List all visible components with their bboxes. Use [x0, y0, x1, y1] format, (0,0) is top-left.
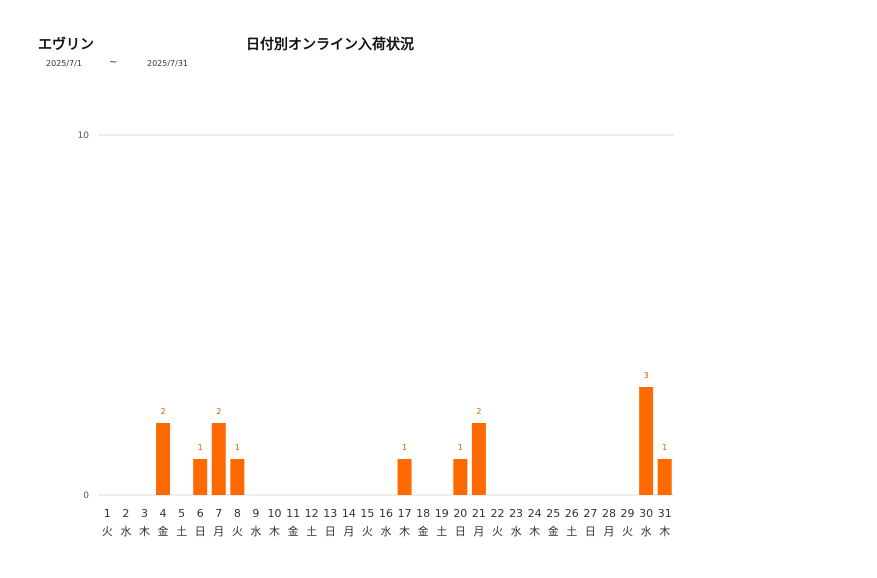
bar-31 — [657, 459, 672, 495]
x-weekday-label: 火 — [362, 525, 373, 538]
x-weekday-label: 金 — [548, 524, 559, 538]
x-weekday-label: 土 — [306, 525, 317, 538]
y-tick-label: 10 — [78, 131, 90, 141]
x-weekday-label: 水 — [250, 525, 261, 538]
x-tick-label: 30 — [639, 507, 653, 520]
x-tick-label: 5 — [178, 507, 185, 520]
x-tick-label: 19 — [435, 507, 449, 520]
x-weekday-label: 火 — [102, 525, 113, 538]
x-weekday-label: 火 — [492, 525, 503, 538]
x-tick-label: 17 — [398, 507, 412, 520]
x-tick-label: 21 — [472, 507, 486, 520]
x-weekday-label: 木 — [529, 525, 540, 538]
x-tick-label: 9 — [252, 507, 259, 520]
x-tick-label: 14 — [342, 507, 356, 520]
bar-20 — [453, 459, 468, 495]
data-label: 1 — [235, 443, 240, 452]
date-separator: ~ — [109, 57, 118, 68]
x-weekday-label: 日 — [585, 525, 596, 538]
x-tick-label: 23 — [509, 507, 523, 520]
x-tick-label: 16 — [379, 507, 393, 520]
data-label: 2 — [160, 407, 165, 416]
x-tick-label: 27 — [583, 507, 597, 520]
x-tick-label: 3 — [141, 507, 148, 520]
data-label: 1 — [402, 443, 407, 452]
data-label: 1 — [662, 443, 667, 452]
x-weekday-label: 土 — [566, 525, 577, 538]
x-weekday-label: 水 — [641, 525, 652, 538]
bar-4 — [156, 423, 171, 495]
x-weekday-label: 木 — [269, 525, 280, 538]
x-weekday-label: 日 — [195, 525, 206, 538]
chart-title: 日付別オンライン入荷状況 — [246, 37, 414, 53]
x-weekday-label: 金 — [288, 524, 299, 538]
x-tick-label: 29 — [621, 507, 635, 520]
x-weekday-label: 月 — [343, 525, 354, 538]
x-weekday-label: 火 — [622, 525, 633, 538]
shop-name: エヴリン — [38, 37, 94, 53]
x-tick-label: 4 — [160, 507, 167, 520]
y-tick-label: 0 — [83, 491, 89, 501]
x-tick-label: 20 — [453, 507, 467, 520]
bar-8 — [230, 459, 245, 495]
data-label: 1 — [198, 443, 203, 452]
x-weekday-label: 木 — [659, 525, 670, 538]
x-weekday-label: 月 — [473, 525, 484, 538]
x-tick-label: 1 — [104, 507, 111, 520]
x-tick-label: 28 — [602, 507, 616, 520]
x-tick-label: 11 — [286, 507, 300, 520]
bar-30 — [639, 387, 654, 495]
x-weekday-label: 月 — [213, 525, 224, 538]
x-weekday-label: 土 — [436, 525, 447, 538]
x-weekday-label: 土 — [176, 525, 187, 538]
x-tick-label: 24 — [528, 507, 542, 520]
x-tick-label: 13 — [323, 507, 337, 520]
x-weekday-label: 日 — [325, 525, 336, 538]
x-weekday-label: 木 — [139, 525, 150, 538]
x-tick-label: 6 — [197, 507, 204, 520]
date-from: 2025/7/1 — [46, 59, 82, 68]
x-weekday-label: 木 — [399, 525, 410, 538]
x-weekday-label: 金 — [158, 524, 169, 538]
x-tick-label: 2 — [122, 507, 129, 520]
bar-17 — [397, 459, 412, 495]
date-to: 2025/7/31 — [147, 59, 189, 68]
x-tick-label: 26 — [565, 507, 579, 520]
x-tick-label: 25 — [546, 507, 560, 520]
x-tick-label: 18 — [416, 507, 430, 520]
x-weekday-label: 水 — [381, 525, 392, 538]
data-label: 2 — [476, 407, 481, 416]
x-weekday-label: 金 — [418, 524, 429, 538]
x-weekday-label: 日 — [455, 525, 466, 538]
bar-21 — [471, 423, 486, 495]
x-tick-label: 15 — [360, 507, 374, 520]
bar-7 — [211, 423, 226, 495]
x-tick-label: 7 — [215, 507, 222, 520]
data-label: 2 — [216, 407, 221, 416]
data-label: 1 — [458, 443, 463, 452]
x-tick-label: 22 — [490, 507, 504, 520]
x-weekday-label: 水 — [511, 525, 522, 538]
x-weekday-label: 月 — [603, 525, 614, 538]
x-tick-label: 8 — [234, 507, 241, 520]
x-tick-label: 31 — [658, 507, 672, 520]
x-tick-label: 12 — [305, 507, 319, 520]
data-label: 3 — [644, 371, 649, 380]
x-tick-label: 10 — [268, 507, 282, 520]
x-weekday-label: 水 — [120, 525, 131, 538]
x-weekday-label: 火 — [232, 525, 243, 538]
bar-6 — [193, 459, 208, 495]
